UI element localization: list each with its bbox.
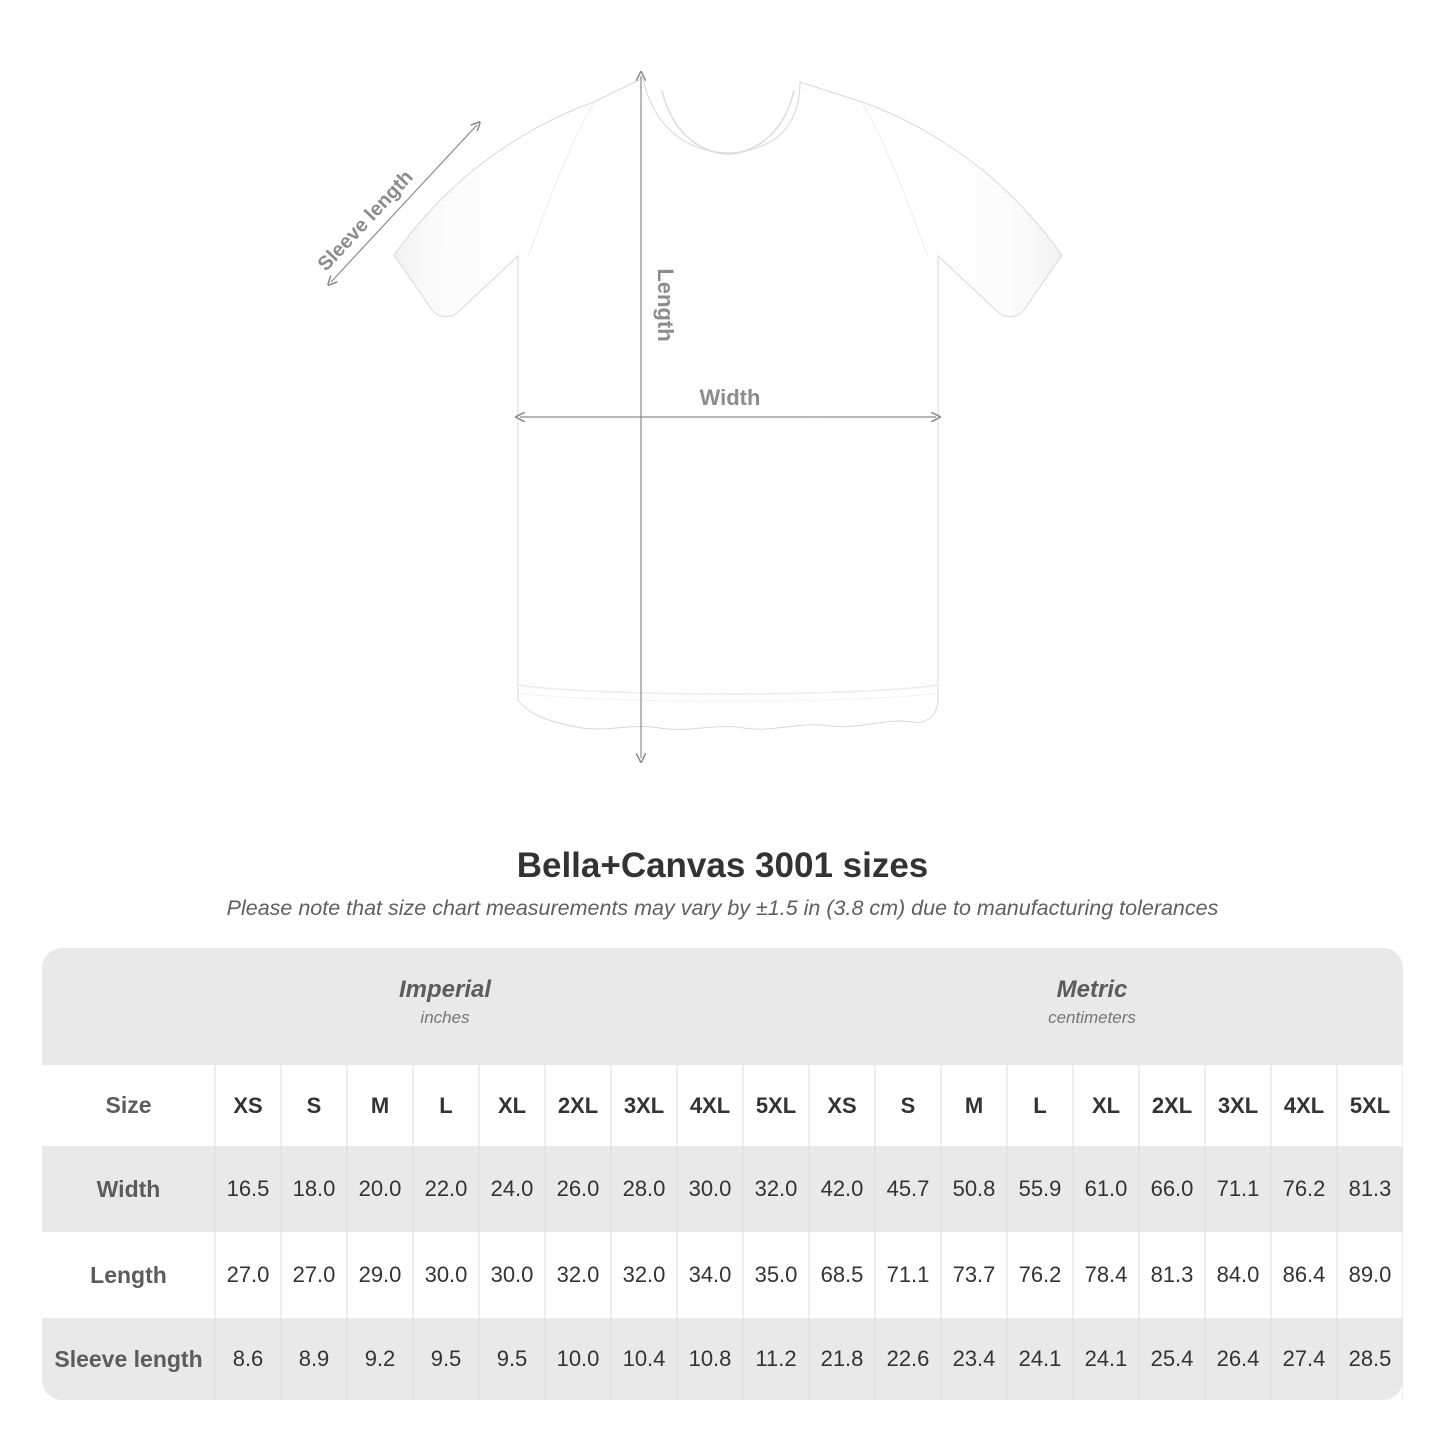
svg-text:Length: Length xyxy=(653,268,678,341)
svg-text:Width: Width xyxy=(700,385,761,410)
